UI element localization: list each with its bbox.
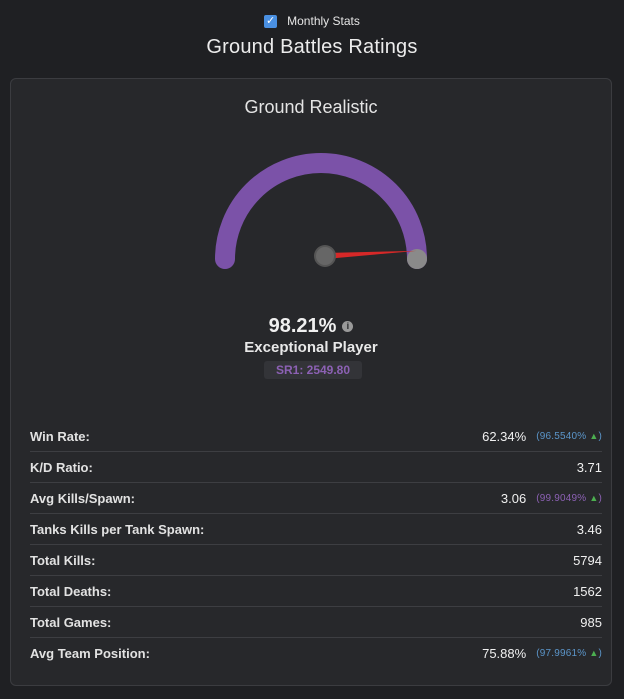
- stat-value: 3.71: [576, 459, 602, 475]
- stat-row-total-deaths: Total Deaths: 1562: [30, 576, 602, 607]
- stat-row-avg-kills-spawn: Avg Kills/Spawn: 3.06 (99.9049% ▲): [30, 483, 602, 514]
- stat-row-tank-kills-per-spawn: Tanks Kills per Tank Spawn: 3.46: [30, 514, 602, 545]
- monthly-stats-label: Monthly Stats: [287, 14, 360, 28]
- stat-label: Tanks Kills per Tank Spawn:: [30, 521, 205, 537]
- stat-value: 1562: [573, 583, 602, 599]
- monthly-stats-toggle[interactable]: ✓ Monthly Stats: [0, 14, 624, 28]
- stats-table: Win Rate: 62.34% (96.5540% ▲) K/D Ratio: …: [30, 421, 602, 668]
- gauge-end-cap: [407, 249, 427, 269]
- stat-percentile: (99.9049% ▲): [536, 492, 602, 504]
- sr-badge: SR1: 2549.80: [264, 361, 362, 379]
- mode-title: Ground Realistic: [244, 97, 378, 117]
- stat-value: 985: [580, 614, 602, 630]
- gauge-pivot-highlight: [316, 247, 334, 265]
- page-title: Ground Battles Ratings: [206, 36, 418, 58]
- stat-label: Total Games:: [30, 614, 112, 630]
- stat-value: 62.34% (96.5540% ▲): [482, 429, 602, 444]
- stat-number: 75.88%: [482, 645, 527, 661]
- gauge-needle: [324, 250, 417, 259]
- stat-label: K/D Ratio:: [30, 459, 93, 475]
- stat-row-kd-ratio: K/D Ratio: 3.71: [30, 452, 602, 483]
- trend-up-icon: ▲: [589, 430, 599, 441]
- stat-row-total-games: Total Games: 985: [30, 607, 602, 638]
- gauge-arc: [215, 153, 427, 269]
- stat-row-avg-team-position: Avg Team Position: 75.88% (97.9961% ▲): [30, 638, 602, 668]
- stat-label: Total Deaths:: [30, 583, 112, 599]
- ratings-card: Ground Realistic 98.21% i Exceptional Pl…: [10, 78, 612, 686]
- stat-value: 3.46: [576, 521, 602, 537]
- rating-gauge: [215, 153, 427, 269]
- trend-up-icon: ▲: [589, 647, 599, 658]
- percentile-value: 98.21%: [268, 315, 337, 337]
- stat-value: 5794: [573, 552, 602, 568]
- stat-label: Win Rate:: [30, 428, 90, 444]
- stat-row-total-kills: Total Kills: 5794: [30, 545, 602, 576]
- stat-row-win-rate: Win Rate: 62.34% (96.5540% ▲): [30, 421, 602, 452]
- stat-value: 3.06 (99.9049% ▲): [501, 491, 602, 506]
- trend-up-icon: ▲: [589, 492, 599, 503]
- stat-percentile: (96.5540% ▲): [536, 430, 602, 442]
- stat-number: 3.06: [500, 490, 527, 506]
- stat-number: 62.34%: [482, 428, 527, 444]
- checkbox-checked-icon[interactable]: ✓: [264, 14, 278, 28]
- stat-value: 75.88% (97.9961% ▲): [482, 646, 602, 661]
- stat-percentile: (97.9961% ▲): [536, 647, 602, 659]
- info-icon[interactable]: i: [342, 321, 354, 332]
- stat-label: Avg Team Position:: [30, 645, 150, 661]
- stat-label: Avg Kills/Spawn:: [30, 490, 135, 506]
- stat-label: Total Kills:: [30, 552, 96, 568]
- rank-label: Exceptional Player: [244, 339, 378, 356]
- percentile-row: 98.21% i: [11, 315, 611, 338]
